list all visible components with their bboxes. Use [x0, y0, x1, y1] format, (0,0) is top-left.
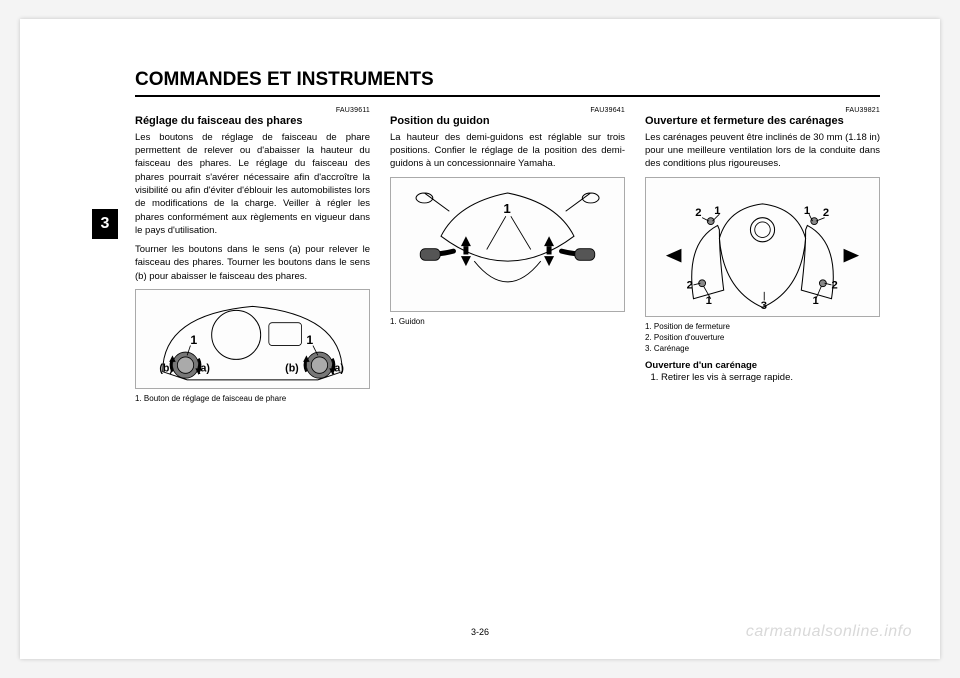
ref-code: FAU39821 [645, 107, 880, 114]
section-title: Position du guidon [390, 115, 625, 129]
label-a-right: (a) [331, 363, 344, 375]
chapter-number: 3 [101, 215, 110, 233]
columns: FAU39611 Réglage du faisceau des phares … [135, 107, 880, 597]
label-a-left: (a) [197, 363, 210, 375]
step: Retirer les vis à serrage rapide. [661, 371, 880, 384]
svg-text:2: 2 [832, 279, 838, 291]
label-1: 1 [503, 201, 511, 216]
svg-text:2: 2 [695, 207, 701, 219]
svg-text:2: 2 [687, 279, 693, 291]
figure-caption: 1. Bouton de réglage de faisceau de phar… [135, 393, 370, 404]
paragraph: Les carénages peuvent être inclinés de 3… [645, 131, 880, 171]
svg-text:1: 1 [714, 205, 720, 217]
label-1-right: 1 [306, 333, 313, 347]
label-b-left: (b) [159, 363, 173, 375]
label-1-left: 1 [190, 333, 197, 347]
figure-fairings: 2 1 1 2 2 1 3 1 2 [645, 177, 880, 317]
section-title: Réglage du faisceau des phares [135, 115, 370, 129]
paragraph: Les boutons de réglage de faisceau de ph… [135, 131, 370, 237]
steps-list: Retirer les vis à serrage rapide. [645, 371, 880, 384]
figure-handlebar: 1 [390, 177, 625, 312]
watermark: carmanualsonline.info [746, 623, 912, 641]
ref-code: FAU39611 [135, 107, 370, 114]
figure-caption: 1. Guidon [390, 316, 625, 327]
label-b-right: (b) [285, 363, 299, 375]
column-1: FAU39611 Réglage du faisceau des phares … [135, 107, 370, 597]
figure-headlight-adjustment: 1 1 (b) (a) (b) (a) [135, 289, 370, 389]
paragraph: La hauteur des demi-guidons est réglable… [390, 131, 625, 171]
subsection-title: Ouverture d'un carénage [645, 360, 880, 371]
svg-text:1: 1 [706, 295, 712, 307]
manual-page: 3 COMMANDES ET INSTRUMENTS FAU39611 Régl… [20, 19, 940, 659]
svg-text:1: 1 [813, 295, 819, 307]
chapter-tab: 3 [92, 209, 118, 239]
section-header: COMMANDES ET INSTRUMENTS [135, 69, 880, 97]
ref-code: FAU39641 [390, 107, 625, 114]
page-content: COMMANDES ET INSTRUMENTS FAU39611 Réglag… [135, 69, 880, 619]
figure-caption: 1. Position de fermeture 2. Position d'o… [645, 321, 880, 355]
column-3: FAU39821 Ouverture et fermeture des caré… [645, 107, 880, 597]
paragraph: Tourner les boutons dans le sens (a) pou… [135, 243, 370, 283]
svg-text:3: 3 [761, 300, 767, 312]
column-2: FAU39641 Position du guidon La hauteur d… [390, 107, 625, 597]
svg-text:2: 2 [823, 207, 829, 219]
section-title: Ouverture et fermeture des carénages [645, 115, 880, 129]
